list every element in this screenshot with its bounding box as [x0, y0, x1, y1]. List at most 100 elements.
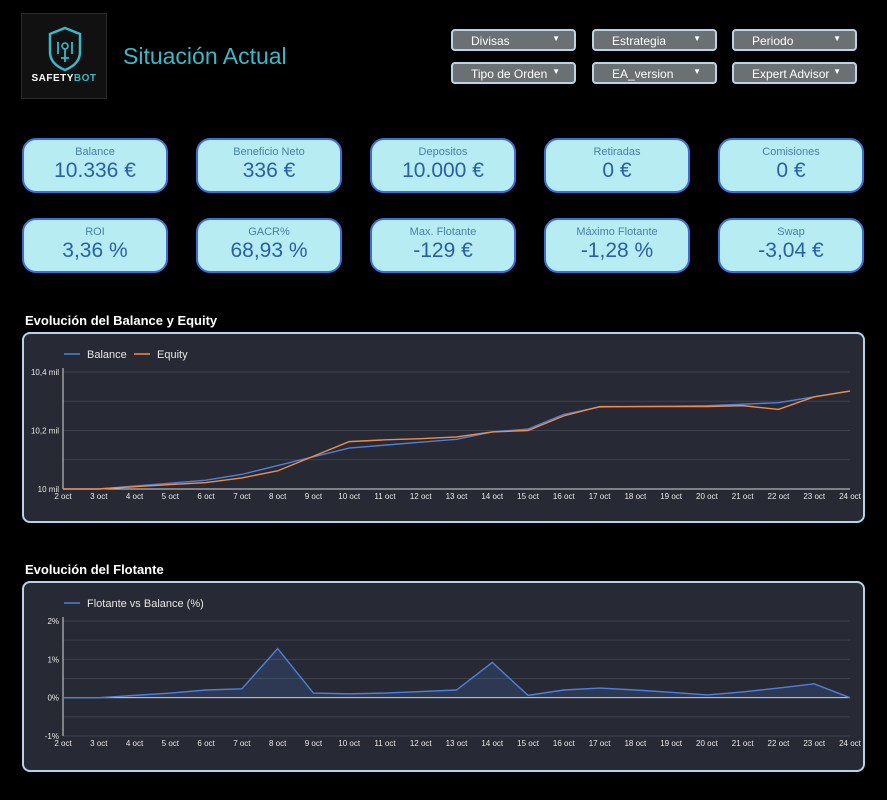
x-tick-label: 6 oct [197, 492, 215, 501]
series-area [63, 648, 850, 698]
legend-label: Equity [157, 349, 188, 361]
kpi-label: GACR% [248, 226, 290, 238]
chevron-down-icon: ▼ [833, 67, 841, 76]
series-line-flotante-vs-balance- [63, 647, 851, 699]
x-tick-label: 10 oct [338, 739, 361, 748]
x-tick-label: 21 oct [732, 492, 755, 501]
y-tick-label: 10,2 mil [31, 427, 59, 436]
filter-label: Divisas [471, 34, 510, 48]
chevron-down-icon: ▼ [552, 67, 560, 76]
x-tick-label: 15 oct [517, 492, 540, 501]
kpi-max-flotante: Max. Flotante -129 € [370, 218, 516, 273]
x-tick-label: 6 oct [197, 739, 215, 748]
x-tick-label: 11 oct [374, 739, 396, 748]
kpi-roi: ROI 3,36 % [22, 218, 168, 273]
filter-divisas[interactable]: Divisas ▼ [451, 29, 576, 51]
x-tick-label: 10 oct [338, 492, 361, 501]
kpi-label: ROI [85, 226, 105, 238]
x-tick-label: 21 oct [732, 739, 755, 748]
flotante-chart-panel: -1% 0% 1% 2% 2 oct 3 oct 4 oct 5 oct 6 oct 7 oct 8… [22, 581, 865, 772]
kpi-swap: Swap -3,04 € [718, 218, 864, 273]
chevron-down-icon: ▼ [693, 67, 701, 76]
filter-label: Expert Advisor [752, 67, 830, 81]
filter-estrategia[interactable]: Estrategia ▼ [592, 29, 717, 51]
chevron-down-icon: ▼ [833, 34, 841, 43]
x-tick-label: 13 oct [446, 739, 469, 748]
y-tick-label: 2% [47, 617, 59, 626]
legend-label: Flotante vs Balance (%) [87, 598, 204, 610]
shield-icon [48, 26, 82, 72]
filter-ea-version[interactable]: EA_version ▼ [592, 62, 717, 84]
x-tick-label: 13 oct [446, 492, 469, 501]
kpi-value: 68,93 % [230, 239, 308, 262]
kpi-value: 3,36 % [62, 239, 128, 262]
x-tick-label: 17 oct [589, 739, 612, 748]
x-tick-label: 14 oct [481, 492, 504, 501]
series-line-balance [63, 390, 851, 490]
x-tick-label: 5 oct [162, 739, 180, 748]
filter-periodo[interactable]: Periodo ▼ [732, 29, 857, 51]
kpi-balance: Balance 10.336 € [22, 138, 168, 193]
x-tick-label: 9 oct [305, 492, 323, 501]
filter-label: Periodo [752, 34, 794, 48]
kpi-value: 10.000 € [402, 159, 484, 182]
kpi-value: -129 € [413, 239, 473, 262]
x-tick-label: 24 oct [839, 492, 862, 501]
x-tick-label: 18 oct [624, 739, 647, 748]
x-tick-label: 11 oct [374, 492, 396, 501]
kpi-beneficio-neto: Beneficio Neto 336 € [196, 138, 342, 193]
kpi-label: Máximo Flotante [576, 226, 658, 238]
logo-text: SAFETYBOT [31, 73, 97, 84]
x-tick-label: 4 oct [126, 739, 144, 748]
x-tick-label: 23 oct [803, 492, 826, 501]
kpi-value: 0 € [602, 159, 632, 182]
kpi-value: 0 € [776, 159, 806, 182]
balance-section-title: Evolución del Balance y Equity [25, 313, 218, 328]
kpi-label: Depositos [418, 146, 468, 158]
x-tick-label: 19 oct [660, 492, 683, 501]
x-tick-label: 17 oct [589, 492, 612, 501]
kpi-depositos: Depositos 10.000 € [370, 138, 516, 193]
x-tick-label: 19 oct [660, 739, 683, 748]
x-tick-label: 16 oct [553, 739, 576, 748]
x-tick-label: 14 oct [481, 739, 504, 748]
series-line-equity [63, 390, 851, 490]
kpi-label: Beneficio Neto [233, 146, 305, 158]
chevron-down-icon: ▼ [693, 34, 701, 43]
x-tick-label: 3 oct [90, 739, 108, 748]
x-tick-label: 2 oct [54, 739, 72, 748]
kpi-label: Max. Flotante [409, 226, 477, 238]
legend-label: Balance [87, 349, 127, 361]
kpi-value: 10.336 € [54, 159, 136, 182]
y-tick-label: 10 mil [38, 485, 60, 494]
x-tick-label: 3 oct [90, 492, 108, 501]
filter-label: EA_version [612, 67, 674, 81]
y-tick-label: -1% [45, 732, 59, 741]
filter-tipo-orden[interactable]: Tipo de Orden ▼ [451, 62, 576, 84]
kpi-gacr: GACR% 68,93 % [196, 218, 342, 273]
filter-label: Estrategia [612, 34, 667, 48]
x-tick-label: 7 oct [233, 492, 251, 501]
x-tick-label: 2 oct [54, 492, 72, 501]
kpi-retiradas: Retiradas 0 € [544, 138, 690, 193]
flotante-chart: -1% 0% 1% 2% 2 oct 3 oct 4 oct 5 oct 6 oct 7 oct 8… [45, 598, 862, 748]
x-tick-label: 8 oct [269, 739, 287, 748]
x-tick-label: 8 oct [269, 492, 287, 501]
kpi-value: -1,28 % [580, 239, 654, 262]
x-tick-label: 22 oct [768, 739, 791, 748]
chevron-down-icon: ▼ [552, 34, 560, 43]
y-tick-label: 1% [47, 655, 59, 664]
filter-expert-advisor[interactable]: Expert Advisor ▼ [732, 62, 857, 84]
x-tick-label: 15 oct [517, 739, 540, 748]
x-tick-label: 4 oct [126, 492, 144, 501]
kpi-comisiones: Comisiones 0 € [718, 138, 864, 193]
kpi-maximo-flotante: Máximo Flotante -1,28 % [544, 218, 690, 273]
y-tick-label: 10,4 mil [31, 368, 59, 377]
balance-equity-chart: 10 mil 10,2 mil 10,4 mil 2 oct 3 oct 4 oct 5 o… [31, 349, 862, 501]
x-tick-label: 20 oct [696, 739, 719, 748]
x-tick-label: 18 oct [624, 492, 647, 501]
x-tick-label: 22 oct [768, 492, 791, 501]
x-tick-label: 23 oct [803, 739, 826, 748]
balance-chart-panel: 10 mil 10,2 mil 10,4 mil 2 oct 3 oct 4 oct 5 o… [22, 332, 865, 523]
filter-label: Tipo de Orden [471, 67, 548, 81]
